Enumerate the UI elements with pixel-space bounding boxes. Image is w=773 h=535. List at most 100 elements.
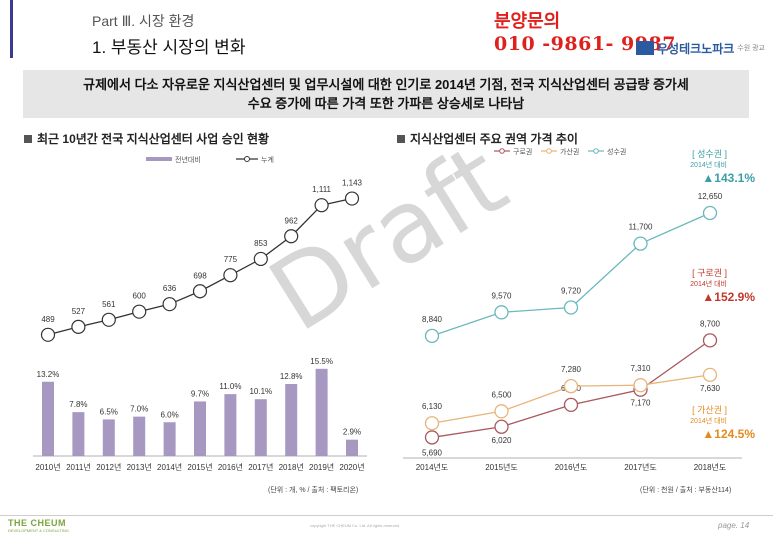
cumulative-point bbox=[344, 191, 360, 206]
brand-logo: 우성테크노파크 수원 광교 bbox=[636, 38, 765, 58]
price-point-구로권 bbox=[494, 419, 509, 434]
bar-value-label: 9.7% bbox=[191, 389, 209, 398]
page-number: page. 14 bbox=[718, 521, 750, 530]
cumulative-point bbox=[192, 284, 208, 299]
cumulative-value-label: 636 bbox=[163, 284, 177, 293]
cumulative-value-label: 853 bbox=[254, 239, 268, 248]
x-tick-label: 2016년 bbox=[218, 462, 243, 472]
legend-label-line: 누계 bbox=[261, 155, 274, 164]
price-point-성수권 bbox=[633, 236, 648, 251]
cumulative-value-label: 1,143 bbox=[342, 179, 363, 188]
left-section-title-text: 최근 10년간 전국 지식산업센터 사업 승인 현황 bbox=[37, 132, 270, 146]
right-section-title-text: 지식산업센터 주요 권역 가격 추이 bbox=[410, 132, 578, 146]
cumulative-point bbox=[40, 327, 56, 342]
page-header: Part Ⅲ. 시장 환경 1. 부동산 시장의 변화 분양문의 010 -98… bbox=[0, 0, 773, 62]
price-point-가산권 bbox=[494, 404, 509, 419]
x-tick-label: 2014년 bbox=[157, 462, 182, 472]
price-value-label: 7,170 bbox=[630, 399, 651, 408]
legend-label-bar: 전년대비 bbox=[175, 155, 201, 164]
callout-name: [ 가산권 ] bbox=[692, 404, 727, 415]
bar-value-label: 7.0% bbox=[130, 405, 148, 414]
left-unit-note: (단위 : 개, % / 출처 : 팩토리온) bbox=[268, 487, 359, 494]
bar-2016년 bbox=[224, 394, 237, 456]
brand-name: 우성테크노파크 bbox=[657, 41, 735, 56]
cumulative-value-label: 527 bbox=[72, 307, 86, 316]
bar-value-label: 13.2% bbox=[37, 370, 60, 379]
bar-value-label: 12.8% bbox=[280, 372, 303, 381]
x-tick-label: 2014년도 bbox=[416, 462, 449, 472]
page-title: 1. 부동산 시장의 변화 bbox=[92, 38, 246, 57]
right-unit-note: (단위 : 천원 / 출처 : 부동산114) bbox=[640, 487, 732, 494]
bar-2014년 bbox=[163, 422, 176, 456]
price-point-가산권 bbox=[633, 378, 648, 393]
bar-2020년 bbox=[346, 439, 358, 456]
price-value-label: 8,700 bbox=[700, 319, 721, 328]
callout-value: ▲152.9% bbox=[702, 290, 755, 304]
x-tick-label: 2012년 bbox=[96, 462, 121, 472]
legend-marker-가산권 bbox=[546, 148, 552, 154]
price-value-label: 11,700 bbox=[629, 223, 653, 232]
contact-phone: 010 -9861- 9987 bbox=[494, 33, 676, 55]
header-accent-bar bbox=[10, 0, 13, 58]
callout-value: ▲143.1% bbox=[702, 171, 755, 185]
price-value-label: 7,280 bbox=[561, 365, 582, 374]
price-point-가산권 bbox=[563, 379, 579, 394]
cumulative-point bbox=[101, 312, 116, 327]
legend-marker-구로권 bbox=[499, 148, 505, 154]
price-point-구로권 bbox=[424, 430, 440, 445]
summary-line-2: 수요 증가에 따른 가격 또한 가파른 상승세로 나타남 bbox=[247, 96, 525, 111]
brand-mark-icon bbox=[636, 41, 654, 55]
x-tick-label: 2016년도 bbox=[555, 462, 588, 472]
callout-value: ▲124.5% bbox=[702, 427, 755, 441]
cumulative-point bbox=[162, 297, 177, 312]
legend-label-가산권: 가산권 bbox=[560, 147, 579, 156]
cumulative-point bbox=[132, 304, 147, 319]
bar-value-label: 6.5% bbox=[100, 407, 118, 416]
x-tick-label: 2019년 bbox=[309, 462, 334, 472]
price-value-label: 7,310 bbox=[630, 364, 651, 373]
cumulative-value-label: 489 bbox=[41, 315, 55, 324]
bar-2018년 bbox=[285, 384, 298, 456]
callout-name: [ 구로권 ] bbox=[692, 267, 727, 278]
callout-name: [ 성수권 ] bbox=[692, 148, 727, 159]
cumulative-value-label: 1,111 bbox=[312, 185, 331, 194]
x-tick-label: 2015년 bbox=[187, 462, 212, 472]
x-tick-label: 2015년도 bbox=[485, 462, 518, 472]
x-tick-label: 2010년 bbox=[35, 462, 60, 472]
bar-value-label: 10.1% bbox=[249, 387, 272, 396]
cumulative-value-label: 962 bbox=[285, 216, 299, 225]
square-bullet-icon bbox=[397, 134, 405, 143]
price-point-구로권 bbox=[563, 397, 579, 413]
cumulative-value-label: 561 bbox=[102, 300, 116, 309]
contact-label: 분양문의 bbox=[494, 11, 561, 32]
bar-value-label: 2.9% bbox=[343, 428, 361, 437]
bar-2019년 bbox=[315, 368, 328, 456]
part-label: Part Ⅲ. 시장 환경 bbox=[92, 13, 195, 29]
price-point-가산권 bbox=[424, 416, 440, 431]
price-point-성수권 bbox=[494, 305, 509, 320]
footer-logo-sub: DEVELOPMENT & CONSULTING bbox=[8, 528, 69, 533]
summary-line-1: 규제에서 다소 자유로운 지식산업센터 및 업무시설에 대한 인기로 2014년… bbox=[83, 77, 689, 92]
price-value-label: 7,630 bbox=[700, 384, 721, 393]
price-value-label: 5,690 bbox=[422, 448, 443, 457]
price-line-성수권 bbox=[431, 212, 711, 337]
price-value-label: 6,130 bbox=[422, 402, 443, 411]
callout-sub: 2014년 대비 bbox=[690, 416, 727, 425]
price-point-가산권 bbox=[702, 367, 718, 383]
brand-sub: 수원 광교 bbox=[737, 45, 765, 52]
x-tick-label: 2018년 bbox=[279, 462, 304, 472]
x-tick-label: 2018년도 bbox=[694, 462, 727, 472]
bar-value-label: 7.8% bbox=[69, 400, 87, 409]
price-point-성수권 bbox=[702, 205, 718, 221]
bar-2013년 bbox=[133, 416, 146, 456]
legend-marker-line bbox=[244, 156, 250, 162]
price-point-구로권 bbox=[702, 333, 718, 348]
x-tick-label: 2013년 bbox=[127, 462, 152, 472]
x-tick-label: 2020년 bbox=[339, 462, 364, 472]
bar-2012년 bbox=[102, 419, 115, 456]
copyright: copyright THE CHEUM Co. Ltd. All rights … bbox=[310, 523, 400, 528]
bar-value-label: 11.0% bbox=[219, 382, 241, 391]
cumulative-point bbox=[253, 251, 268, 267]
bar-2017년 bbox=[254, 399, 267, 456]
